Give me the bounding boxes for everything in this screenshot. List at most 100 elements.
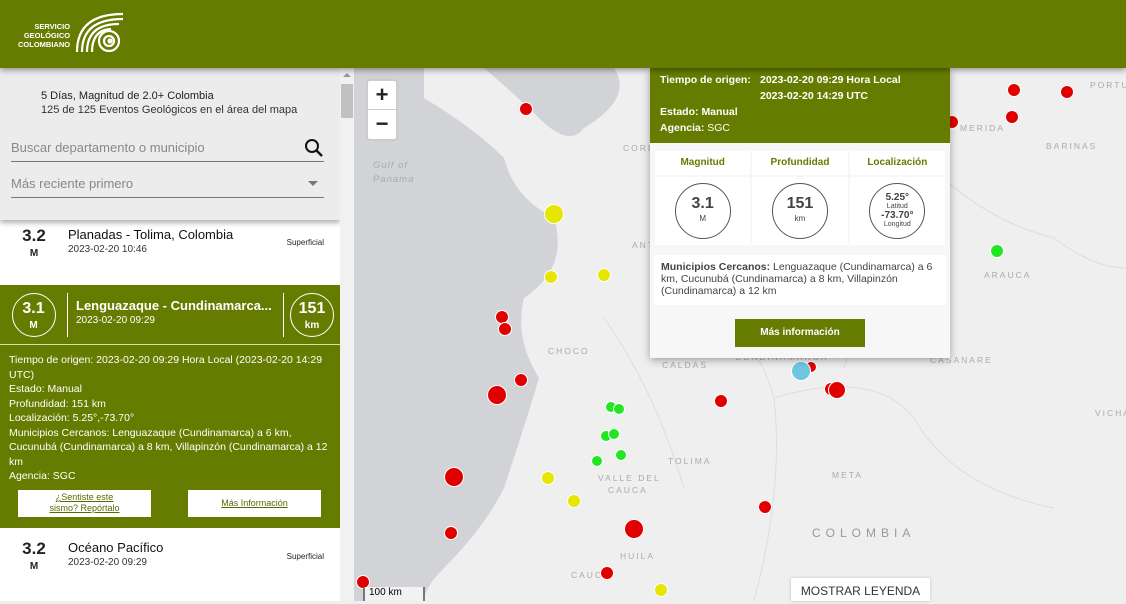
detail-origin: Tiempo de origen: 2023-02-20 09:29 Hora … bbox=[9, 354, 323, 381]
map-label: VALLE DEL bbox=[598, 473, 661, 483]
map-label: BARINAS bbox=[1046, 141, 1098, 151]
agency-label: Agencia: bbox=[660, 122, 705, 134]
location-circle: 5.25° Latitud -73.70° Longitud bbox=[869, 183, 926, 239]
event-popup: Tiempo de origen: 2023-02-20 09:29 Hora L… bbox=[650, 68, 950, 358]
event-date: 2023-02-20 09:29 bbox=[68, 556, 147, 568]
magnitude-header: Magnitud bbox=[655, 151, 751, 175]
earthquake-marker[interactable] bbox=[541, 471, 555, 485]
map-label: Panama bbox=[373, 174, 415, 185]
earthquake-marker[interactable] bbox=[444, 467, 464, 487]
event-date: 2023-02-20 09:29 bbox=[76, 314, 155, 326]
selected-event[interactable]: 3.1 M Lenguazaque - Cundinamarca... 2023-… bbox=[0, 285, 340, 528]
sort-select[interactable]: Más reciente primero bbox=[11, 170, 324, 198]
earthquake-marker[interactable] bbox=[591, 455, 603, 467]
logo-text: SERVICIO bbox=[34, 21, 71, 31]
scale-bar: 100 km bbox=[363, 587, 425, 601]
map-label: Gulf of bbox=[373, 160, 408, 171]
logo-text: GEOLÓGICO bbox=[23, 30, 71, 40]
more-info-popup-button[interactable]: Más información bbox=[735, 319, 865, 347]
event-item[interactable]: 3.2 M Planadas - Tolima, Colombia 2023-02-… bbox=[0, 220, 340, 285]
map-label: VICHA bbox=[1095, 408, 1126, 418]
sgc-logo[interactable]: SERVICIO GEOLÓGICO COLOMBIANO bbox=[18, 10, 127, 54]
map-label: CAUCA bbox=[571, 570, 611, 580]
detail-depth: Profundidad: 151 km bbox=[9, 397, 106, 410]
earthquake-marker[interactable] bbox=[714, 394, 728, 408]
earthquake-marker[interactable] bbox=[1007, 83, 1021, 97]
magnitude-unit: M bbox=[29, 560, 39, 572]
zoom-out-button[interactable]: − bbox=[375, 111, 389, 136]
earthquake-marker[interactable] bbox=[567, 494, 581, 508]
event-name: Lenguazaque - Cundinamarca... bbox=[76, 297, 272, 313]
depth-header: Profundidad bbox=[752, 151, 848, 175]
origin-local: 2023-02-20 09:29 Hora Local bbox=[760, 74, 901, 86]
sort-value: Más reciente primero bbox=[11, 176, 134, 191]
earthquake-marker[interactable] bbox=[608, 428, 620, 440]
filter-panel: 5 Días, Magnitud de 2.0+ Colombia 125 de… bbox=[0, 68, 340, 220]
earthquake-marker[interactable] bbox=[1060, 85, 1074, 99]
earthquake-marker[interactable] bbox=[613, 403, 625, 415]
report-quake-button[interactable]: ¿Sentiste este sismo? Repórtalo bbox=[18, 489, 151, 517]
map-label: HUILA bbox=[620, 551, 656, 561]
earthquake-marker[interactable] bbox=[600, 566, 614, 580]
filter-title: 5 Días, Magnitud de 2.0+ Colombia bbox=[41, 90, 214, 102]
earthquake-marker[interactable] bbox=[624, 519, 644, 539]
earthquake-marker[interactable] bbox=[498, 322, 512, 336]
earthquake-marker[interactable] bbox=[487, 385, 507, 405]
event-count: 125 de 125 Eventos Geológicos en el área… bbox=[41, 104, 298, 116]
scroll-up-icon[interactable] bbox=[343, 73, 351, 77]
map-label: CALDAS bbox=[662, 360, 709, 370]
event-details: Tiempo de origen: 2023-02-20 09:29 Hora … bbox=[0, 345, 340, 484]
zoom-in-button[interactable]: + bbox=[368, 81, 396, 110]
depth-badge: 151 km bbox=[290, 292, 334, 337]
earthquake-marker[interactable] bbox=[514, 373, 528, 387]
event-item[interactable]: 3.2 M Océano Pacífico 2023-02-20 09:29 Sup… bbox=[0, 528, 340, 593]
earthquake-marker[interactable] bbox=[444, 526, 458, 540]
depth-tag: Superficial bbox=[286, 238, 324, 247]
map-label: CORD bbox=[623, 143, 657, 153]
earthquake-marker[interactable] bbox=[597, 268, 611, 282]
map-label: ANT bbox=[632, 240, 655, 250]
detail-nearby: Municipios Cercanos: Lenguazaque (Cundin… bbox=[9, 426, 328, 468]
magnitude-badge: 3.1 M bbox=[11, 292, 56, 337]
scrollbar-thumb[interactable] bbox=[341, 84, 353, 118]
earthquake-marker[interactable] bbox=[758, 500, 772, 514]
map-label: ARAUCA bbox=[984, 270, 1032, 280]
more-info-button[interactable]: Más Información bbox=[188, 489, 321, 517]
search-placeholder: Buscar departamento o municipio bbox=[11, 140, 205, 155]
map-label: CHOCO bbox=[548, 346, 590, 356]
show-legend-button[interactable]: MOSTRAR LEYENDA bbox=[791, 578, 930, 601]
header: SERVICIO GEOLÓGICO COLOMBIANO bbox=[0, 0, 1126, 68]
detail-status: Estado: Manual bbox=[9, 383, 82, 395]
sidebar-scrollbar[interactable] bbox=[340, 68, 354, 601]
zoom-control: + − bbox=[366, 79, 398, 141]
earthquake-marker[interactable] bbox=[1005, 110, 1019, 124]
map-label: COLOMBIA bbox=[812, 526, 916, 540]
chevron-down-icon bbox=[308, 181, 318, 186]
event-name: Planadas - Tolima, Colombia bbox=[68, 227, 234, 242]
earthquake-marker[interactable] bbox=[544, 270, 558, 284]
origin-label: Tiempo de origen: bbox=[660, 74, 751, 86]
selected-earthquake-marker[interactable] bbox=[791, 361, 811, 381]
detail-agency: Agencia: SGC bbox=[9, 470, 76, 482]
location-header: Localización bbox=[849, 151, 945, 175]
map-label: META bbox=[832, 470, 863, 480]
logo-text: COLOMBIANO bbox=[18, 39, 71, 49]
event-date: 2023-02-20 10:46 bbox=[68, 244, 147, 255]
earthquake-marker[interactable] bbox=[544, 204, 564, 224]
depth-tag: Superficial bbox=[286, 551, 324, 561]
earthquake-marker[interactable] bbox=[615, 449, 627, 461]
spiral-logo-icon bbox=[75, 12, 124, 53]
search-icon[interactable] bbox=[304, 138, 324, 158]
earthquake-marker[interactable] bbox=[654, 583, 668, 597]
magnitude: 3.2 bbox=[22, 538, 46, 558]
magnitude: 3.2 bbox=[22, 226, 46, 245]
status-label: Estado: bbox=[660, 106, 699, 118]
earthquake-marker[interactable] bbox=[828, 381, 846, 399]
nearby-municipalities: Municipios Cercanos: Lenguazaque (Cundin… bbox=[654, 255, 946, 305]
status-value: Manual bbox=[701, 106, 738, 118]
magnitude-unit: M bbox=[29, 248, 39, 259]
search-input[interactable]: Buscar departamento o municipio bbox=[11, 134, 324, 162]
map-label: TOLIMA bbox=[668, 456, 712, 466]
earthquake-marker[interactable] bbox=[519, 102, 533, 116]
earthquake-marker[interactable] bbox=[990, 244, 1004, 258]
